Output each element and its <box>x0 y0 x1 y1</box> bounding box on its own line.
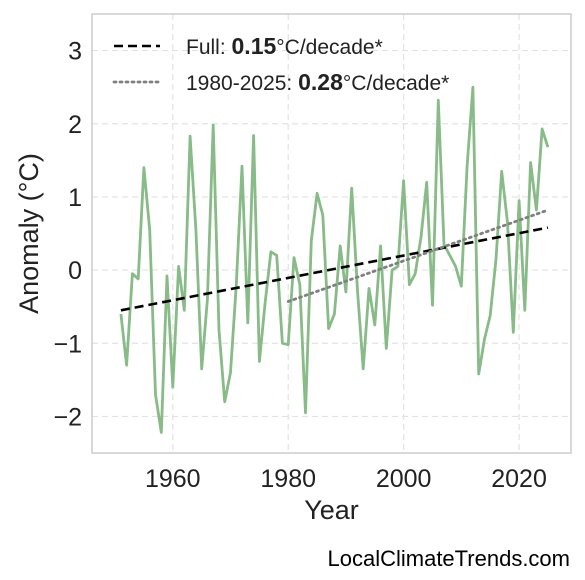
x-tick-label: 2020 <box>491 465 547 493</box>
legend-entry-full: Full: 0.15°C/decade* <box>186 33 383 59</box>
legend-entry-recent: 1980-2025: 0.28°C/decade* <box>186 69 449 95</box>
plot-frame <box>91 13 572 454</box>
legend-full-value: 0.15 <box>232 33 277 59</box>
site-credit: LocalClimateTrends.com <box>327 546 571 571</box>
series-group <box>119 85 550 434</box>
y-tick-label: 3 <box>68 38 82 66</box>
legend-recent-prefix: 1980-2025: <box>186 72 298 95</box>
y-axis-label: Anomaly (°C) <box>14 153 44 314</box>
y-tick-label: −2 <box>53 403 82 431</box>
legend-recent-suffix: °C/decade* <box>343 72 449 95</box>
legend-full-prefix: Full: <box>186 36 232 59</box>
anomaly-series-line <box>119 85 550 434</box>
x-axis-label: Year <box>304 495 359 525</box>
x-tick-label: 2000 <box>376 465 432 493</box>
trend-line-full <box>120 226 549 312</box>
trend-line-1980 <box>286 208 550 303</box>
y-tick-label: 2 <box>68 111 82 139</box>
legend: Full: 0.15°C/decade* 1980-2025: 0.28°C/d… <box>112 33 449 95</box>
tick-labels: 1960 1980 2000 2020 −2 −1 0 1 2 3 <box>53 38 546 493</box>
y-tick-label: −1 <box>53 330 82 358</box>
legend-recent-value: 0.28 <box>298 69 343 95</box>
y-tick-label: 0 <box>68 257 82 285</box>
y-tick-label: 1 <box>68 184 82 212</box>
x-tick-label: 1980 <box>260 465 316 493</box>
legend-full-suffix: °C/decade* <box>276 36 382 59</box>
x-tick-label: 1960 <box>145 465 201 493</box>
